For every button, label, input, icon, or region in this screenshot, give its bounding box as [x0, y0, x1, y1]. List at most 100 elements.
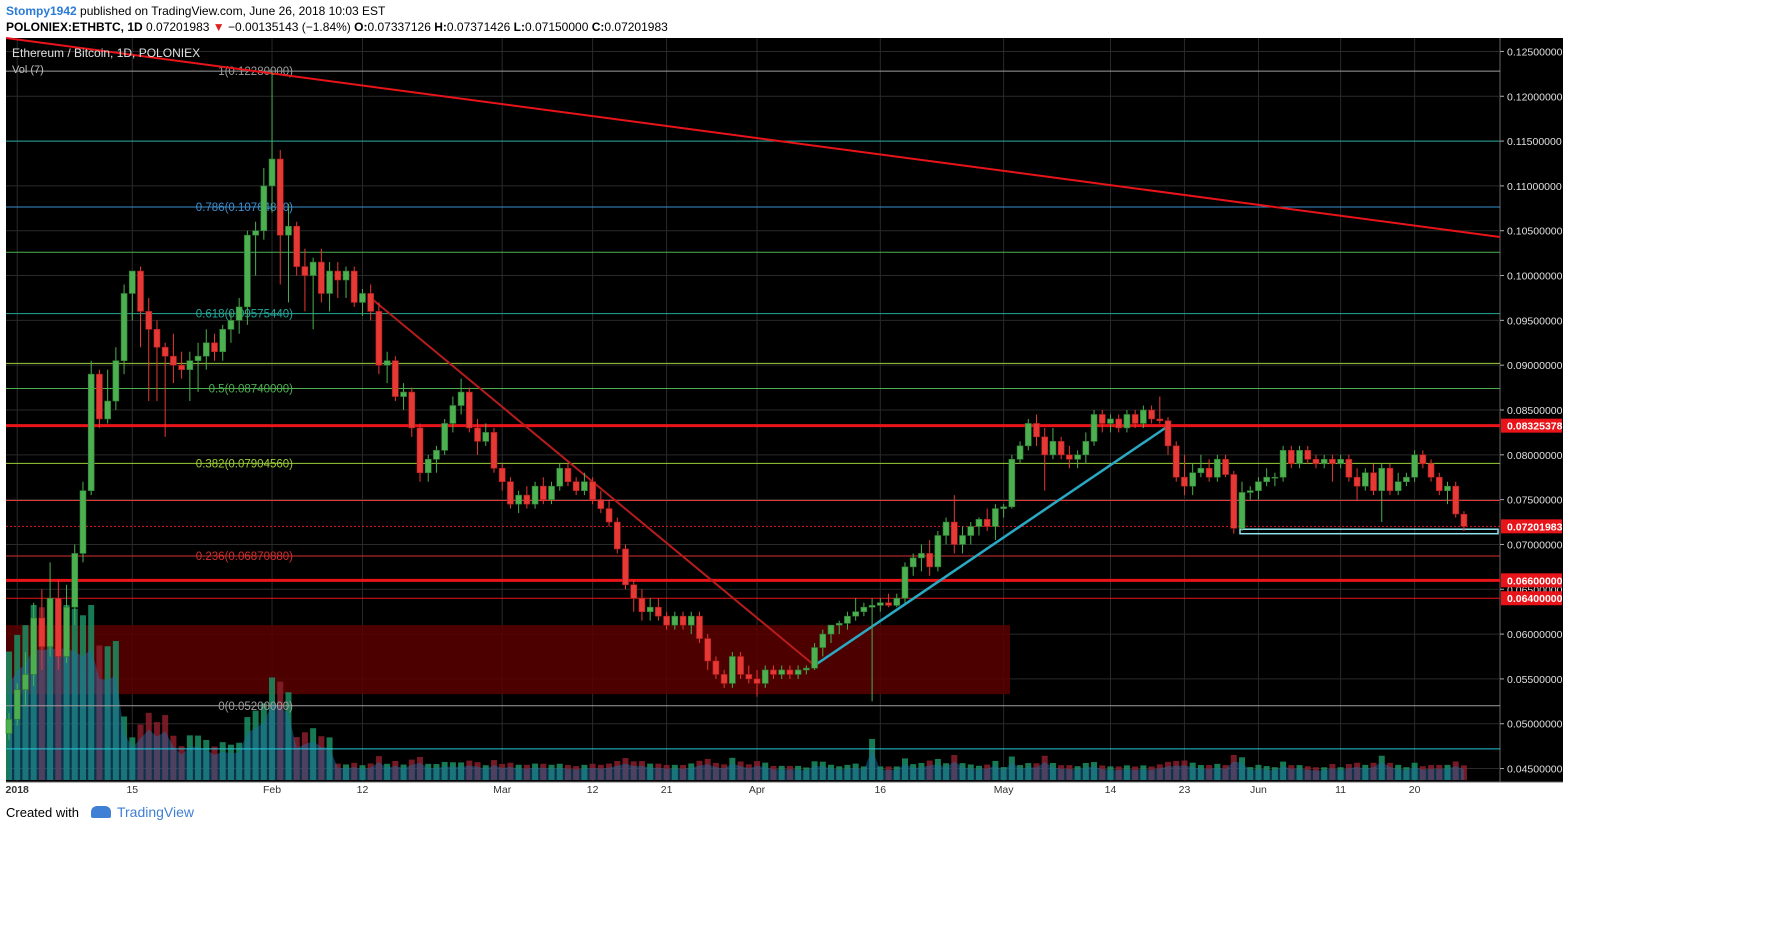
candle-body [531, 485, 539, 505]
time-tick-label: 12 [587, 784, 599, 796]
volume-bar [375, 756, 382, 780]
candle-body [745, 674, 753, 680]
candle-body [490, 432, 498, 469]
volume-bar [458, 762, 465, 780]
volume-bar [1428, 765, 1435, 780]
volume-bar [252, 710, 259, 780]
candle-body [564, 467, 572, 483]
volume-bar [277, 681, 284, 780]
candle-body [1148, 409, 1155, 420]
candle-body [992, 508, 999, 527]
volume-bar [852, 763, 859, 780]
candle-body [638, 597, 646, 612]
candle-body [778, 669, 785, 675]
volume-bar [696, 760, 703, 780]
volume-bar [326, 737, 333, 780]
candle-body [170, 355, 177, 366]
candle-body [375, 311, 383, 366]
candle-body [1288, 450, 1295, 465]
uptrend-line [813, 425, 1169, 667]
volume-bar [343, 764, 350, 780]
volume-bar [918, 762, 925, 780]
candle-body [1205, 467, 1213, 478]
candle-body [1172, 445, 1180, 478]
volume-bar [301, 732, 308, 780]
candle-body [244, 234, 251, 308]
candle-body [860, 606, 868, 612]
volume-bar [88, 605, 95, 780]
publish-info: Stompy1942 published on TradingView.com,… [6, 4, 385, 18]
candle-body [729, 656, 736, 684]
candle-body [1452, 485, 1460, 515]
time-tick-label: Jun [1250, 784, 1267, 796]
candle-body [318, 261, 325, 294]
symbol-label: POLONIEX:ETHBTC, 1D [6, 20, 143, 34]
candle-body [1016, 445, 1024, 460]
volume-bar [893, 766, 900, 780]
candle-body [1320, 459, 1328, 465]
candle-body [811, 647, 818, 669]
candle-body [572, 481, 580, 491]
candle-body [622, 548, 629, 586]
candle-body [737, 656, 744, 675]
volume-bar [1370, 762, 1377, 780]
price-tick-label: 0.06000000 [1507, 629, 1563, 641]
candle-body [79, 490, 87, 554]
candle-body [1444, 485, 1451, 491]
candle-body [1123, 414, 1131, 429]
volume-bar [285, 692, 292, 780]
volume-bar [540, 763, 547, 780]
fib-level-label: 0.786(0.10764880) [196, 202, 293, 214]
volume-bar [1230, 754, 1237, 780]
volume-bar [433, 764, 440, 780]
candle-body [433, 450, 440, 460]
author-name[interactable]: Stompy1942 [6, 4, 77, 18]
candle-body [1090, 414, 1098, 442]
candle-body [400, 391, 407, 397]
volume-bar [934, 759, 941, 780]
candle-body [416, 427, 424, 474]
candle-body [408, 391, 416, 429]
candle-body [926, 553, 933, 568]
candle-body [679, 615, 687, 626]
candle-body [268, 158, 276, 187]
candle-body [1098, 414, 1106, 424]
volume-bar [819, 761, 826, 780]
price-tick-label: 0.05500000 [1507, 674, 1563, 686]
candle-body [334, 270, 342, 281]
volume-bar [1395, 764, 1402, 780]
candle-body [252, 230, 259, 236]
candle-body [507, 481, 514, 505]
volume-bar [236, 742, 243, 780]
fib-level-label: 0.618(0.09575440) [196, 309, 293, 321]
candle-body [967, 526, 975, 536]
candle-body [474, 427, 481, 442]
volume-bar [195, 735, 202, 780]
candle-body [342, 270, 350, 281]
created-with-label: Created with [6, 804, 79, 820]
volume-bar [614, 760, 621, 780]
volume-bar [219, 742, 226, 780]
tradingview-brand[interactable]: TradingView [116, 804, 195, 820]
volume-bar [269, 677, 276, 780]
volume-bar [211, 746, 218, 780]
volume-bar [1082, 762, 1089, 780]
volume-bar [1386, 762, 1393, 780]
candle-body [712, 660, 720, 675]
price-tick-label: 0.08000000 [1507, 450, 1563, 462]
volume-bar [1419, 766, 1426, 780]
candle-body [901, 566, 909, 599]
volume-bar [1156, 764, 1163, 780]
downtrend-line-long [5, 37, 1501, 238]
candle-body [383, 360, 391, 366]
volume-bar [581, 764, 588, 780]
candle-body [449, 405, 457, 424]
candle-body [1419, 454, 1427, 465]
candle-body [202, 342, 210, 357]
volume-bar [1189, 762, 1196, 780]
candle-body [161, 346, 169, 357]
volume-bar [1049, 762, 1056, 780]
volume-bar [507, 762, 514, 780]
candle-body [350, 270, 358, 303]
